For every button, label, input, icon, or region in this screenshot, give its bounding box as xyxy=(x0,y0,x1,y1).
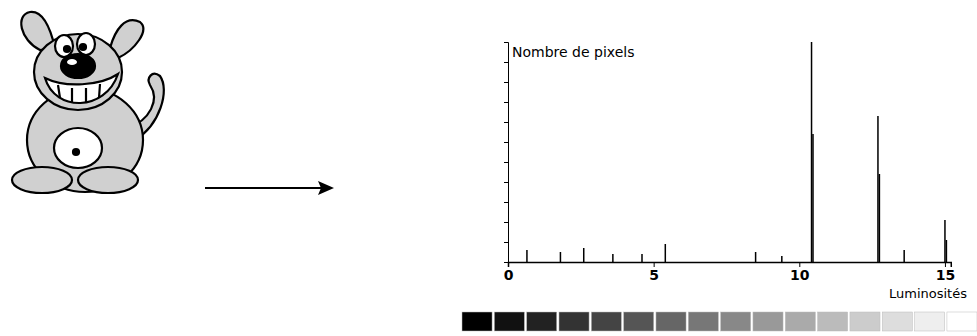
gray-swatch xyxy=(753,312,783,331)
gray-swatch xyxy=(527,312,557,331)
y-tick-mark xyxy=(504,222,508,223)
bar xyxy=(781,256,783,262)
bar xyxy=(944,220,946,262)
y-tick-mark xyxy=(504,42,508,43)
y-tick xyxy=(504,162,508,163)
gray-swatch xyxy=(785,312,815,331)
dog-pupil xyxy=(64,46,70,52)
dog-teeth xyxy=(58,84,100,103)
y-tick-mark xyxy=(504,102,508,103)
y-tick xyxy=(504,242,508,243)
x-tick-label: 5 xyxy=(649,267,659,283)
gray-swatch xyxy=(462,312,492,331)
bar xyxy=(665,244,667,262)
bar xyxy=(877,116,879,262)
grayscale-strip xyxy=(462,312,977,331)
gray-swatch xyxy=(721,312,751,331)
y-tick-mark xyxy=(504,162,508,163)
gray-swatch xyxy=(915,312,945,331)
bar xyxy=(903,250,905,262)
y-tick xyxy=(504,142,508,143)
bar xyxy=(946,240,948,262)
gray-swatch xyxy=(559,312,589,331)
y-tick xyxy=(504,262,508,263)
gray-swatch xyxy=(947,312,977,331)
y-axis-line xyxy=(504,43,509,263)
y-tick-mark xyxy=(504,62,508,63)
dog-eye xyxy=(55,35,73,57)
y-tick xyxy=(504,202,508,203)
y-tick-mark xyxy=(504,202,508,203)
bar xyxy=(583,248,585,262)
gray-swatch xyxy=(688,312,718,331)
dog-navel xyxy=(73,149,79,155)
gray-swatch xyxy=(591,312,621,331)
x-axis: 0 5 10 15 xyxy=(504,262,956,283)
y-tick xyxy=(504,182,508,183)
y-tick-mark xyxy=(504,242,508,243)
y-tick xyxy=(504,222,508,223)
gray-swatch xyxy=(656,312,686,331)
y-tick xyxy=(504,62,508,63)
x-tick-label: 15 xyxy=(936,267,955,283)
dog-nose-shine xyxy=(67,59,77,65)
bar xyxy=(526,250,528,262)
chart-svg: 0 5 10 15 Nombre de pixels Luminosités xyxy=(0,0,977,336)
gray-swatch xyxy=(624,312,654,331)
gray-swatch xyxy=(882,312,912,331)
x-axis-line xyxy=(509,263,952,268)
gray-swatch xyxy=(494,312,524,331)
bars xyxy=(526,42,947,262)
y-tick-mark xyxy=(504,182,508,183)
y-tick xyxy=(504,42,508,43)
x-tick: 0 xyxy=(504,262,514,283)
y-tick xyxy=(504,122,508,123)
x-axis-title: Luminosités xyxy=(889,286,967,301)
y-tick-mark xyxy=(504,122,508,123)
bar xyxy=(612,254,614,262)
dog-pupil xyxy=(80,44,86,50)
y-axis-title: Nombre de pixels xyxy=(512,44,634,60)
x-tick: 5 xyxy=(649,262,659,283)
dog-belly xyxy=(54,128,102,168)
dog-foot xyxy=(12,167,72,193)
y-tick-mark xyxy=(504,262,508,263)
bar xyxy=(812,134,814,262)
bar xyxy=(811,42,813,262)
bar xyxy=(641,254,643,262)
y-tick-mark xyxy=(504,142,508,143)
bar xyxy=(560,252,562,262)
y-axis xyxy=(504,43,509,263)
gray-swatch xyxy=(850,312,880,331)
y-tick-mark xyxy=(504,82,508,83)
bar xyxy=(879,174,881,262)
gray-swatch xyxy=(818,312,848,331)
dog-head xyxy=(34,34,122,110)
bar xyxy=(755,252,757,262)
x-tick-label: 10 xyxy=(790,267,810,283)
dog-illustration xyxy=(12,12,164,193)
arrow-head xyxy=(318,181,334,195)
arrow-line xyxy=(205,187,322,189)
x-tick: 15 xyxy=(936,262,955,283)
dog-nose xyxy=(61,54,95,78)
x-tick-label: 0 xyxy=(504,267,514,283)
x-tick: 10 xyxy=(790,262,810,283)
dog-eye xyxy=(77,33,95,55)
dog-foot xyxy=(78,167,138,193)
y-tick xyxy=(504,102,508,103)
y-tick xyxy=(504,82,508,83)
